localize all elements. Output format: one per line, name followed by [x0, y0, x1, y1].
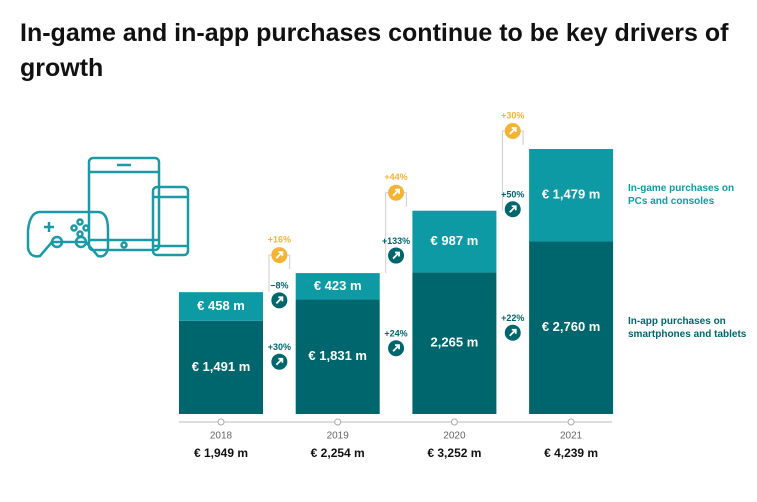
x-tick-label: 2021 [560, 431, 583, 442]
total-growth: +30% [501, 110, 524, 120]
in-app-growth-badge-arrow [392, 344, 400, 352]
value-label: € 1,479 m [542, 187, 601, 202]
axis-dot [334, 418, 342, 426]
total-growth-badge-arrow [509, 127, 517, 135]
in-app-growth: +22% [501, 313, 524, 323]
legend-entry: In-game purchases on PCs and consoles [628, 183, 735, 208]
total-label: € 4,239 m [544, 446, 598, 460]
in-game-growth: −8% [270, 281, 288, 291]
bar-segment [529, 149, 614, 242]
value-label: € 423 m [314, 278, 362, 293]
bar-segment [295, 273, 380, 300]
in-game-growth-badge-arrow [275, 296, 284, 304]
device-icons [26, 156, 190, 258]
bar-segment [179, 292, 263, 321]
axis-dot [217, 418, 225, 426]
value-label: € 1,831 m [308, 348, 367, 363]
total-growth: +44% [384, 172, 407, 182]
bar-segment [529, 241, 614, 414]
total-label: € 3,252 m [427, 446, 481, 460]
total-label: € 2,254 m [311, 446, 365, 460]
axis-dot [567, 418, 575, 426]
total-growth-badge-arrow [275, 251, 284, 259]
x-tick-label: 2019 [327, 431, 350, 442]
x-tick-label: 2020 [443, 431, 466, 442]
bar-segment [295, 299, 380, 414]
value-label: € 458 m [197, 298, 245, 313]
legend-entry: In-app purchases on smartphones and tabl… [628, 315, 747, 340]
value-label: € 1,491 m [192, 359, 251, 374]
bar-segment [412, 210, 497, 273]
in-game-growth: +133% [382, 236, 410, 246]
in-game-growth-badge-arrow [509, 205, 517, 213]
bar-segment [179, 320, 263, 414]
bar-segment [412, 272, 497, 414]
in-app-growth: +30% [268, 342, 291, 352]
value-label: 2,265 m [431, 335, 479, 350]
chart-title: In-game and in-app purchases continue to… [20, 19, 729, 82]
total-growth: +16% [268, 234, 291, 244]
in-app-growth-badge-arrow [275, 357, 284, 366]
total-growth-badge-arrow [392, 188, 400, 197]
in-app-growth: +24% [384, 329, 407, 339]
value-label: € 2,760 m [542, 319, 601, 334]
in-game-growth-badge-arrow [392, 251, 400, 260]
x-tick-label: 2018 [210, 431, 233, 442]
value-label: € 987 m [431, 233, 479, 248]
in-game-growth: +50% [501, 190, 524, 200]
total-label: € 1,949 m [194, 446, 248, 460]
in-app-growth-badge-arrow [509, 328, 517, 337]
axis-dot [450, 418, 458, 426]
